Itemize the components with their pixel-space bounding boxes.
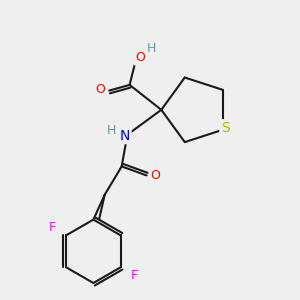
Text: H: H	[146, 42, 156, 55]
Text: S: S	[220, 121, 230, 134]
Text: O: O	[135, 51, 145, 64]
Text: N: N	[120, 129, 130, 143]
Text: F: F	[131, 268, 138, 282]
Text: O: O	[151, 169, 160, 182]
Text: O: O	[95, 83, 105, 96]
Text: F: F	[49, 221, 56, 234]
Text: H: H	[107, 124, 116, 137]
